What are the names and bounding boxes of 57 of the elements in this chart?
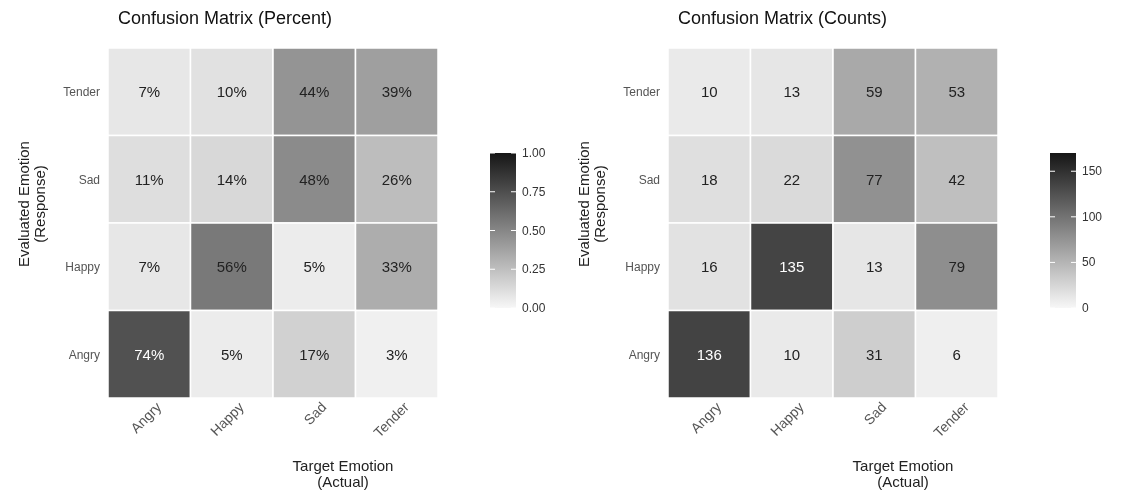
color-bar-label: 0 xyxy=(1082,301,1089,315)
data-label: 44% xyxy=(299,83,330,101)
x-axis-title: Target Emotion (Actual) xyxy=(291,457,395,490)
data-label: 17% xyxy=(299,345,330,363)
data-label: 42 xyxy=(948,170,966,188)
data-label: 5% xyxy=(303,258,326,276)
x-tick-label: Sad xyxy=(860,398,890,428)
x-axis-title: Target Emotion (Actual) xyxy=(851,457,955,490)
data-label: 5% xyxy=(220,345,243,363)
data-label: 14% xyxy=(216,170,247,188)
color-bar-label: 0.75 xyxy=(522,184,546,199)
data-label: 11% xyxy=(134,170,164,188)
data-label: 13 xyxy=(865,258,883,276)
data-label: 31 xyxy=(865,345,883,363)
data-label: 7% xyxy=(138,258,161,276)
data-label: 48% xyxy=(299,170,330,188)
y-axis-title: Evaluated Emotion (Response) xyxy=(15,140,48,269)
data-label: 77 xyxy=(865,170,883,188)
color-bar-label: 1.00 xyxy=(522,146,546,160)
color-bar-label: 0.25 xyxy=(522,262,546,277)
data-label: 22 xyxy=(783,170,801,188)
data-label: 56% xyxy=(216,258,247,276)
data-label: 18 xyxy=(700,170,718,188)
data-label: 6 xyxy=(952,345,961,363)
color-bar-label: 50 xyxy=(1082,255,1096,270)
data-label: 74% xyxy=(134,345,165,363)
data-label: 10 xyxy=(783,345,801,363)
data-label: 7% xyxy=(138,83,161,101)
data-label: 79 xyxy=(948,258,966,276)
data-label: 10% xyxy=(216,83,247,101)
data-label: 53 xyxy=(948,83,966,101)
y-tick-label: Tender xyxy=(623,85,660,100)
data-label: 135 xyxy=(779,258,805,276)
y-tick-label: Angry xyxy=(68,347,100,362)
data-label: 39% xyxy=(381,83,412,101)
chart-title: Confusion Matrix (Counts) xyxy=(678,8,888,29)
color-bar-label: 0.00 xyxy=(522,301,546,315)
data-label: 136 xyxy=(696,345,722,363)
y-tick-label: Sad xyxy=(78,172,100,187)
data-label: 10 xyxy=(700,83,718,101)
x-tick-label: Sad xyxy=(300,398,330,428)
data-label: 33% xyxy=(381,258,412,276)
y-tick-label: Tender xyxy=(63,85,100,100)
y-tick-label: Happy xyxy=(625,260,660,275)
color-bar-label: 100 xyxy=(1082,209,1103,224)
data-label: 26% xyxy=(381,170,412,188)
y-tick-label: Happy xyxy=(65,260,100,275)
y-axis-title: Evaluated Emotion (Response) xyxy=(575,140,608,269)
y-tick-label: Angry xyxy=(628,347,660,362)
data-label: 13 xyxy=(783,83,801,101)
chart-title: Confusion Matrix (Percent) xyxy=(118,8,333,29)
color-bar-label: 150 xyxy=(1082,164,1103,179)
color-bar-label: 0.50 xyxy=(522,223,546,238)
data-label: 3% xyxy=(385,345,408,363)
data-label: 59 xyxy=(865,83,883,101)
y-tick-label: Sad xyxy=(638,172,660,187)
data-label: 16 xyxy=(700,258,718,276)
